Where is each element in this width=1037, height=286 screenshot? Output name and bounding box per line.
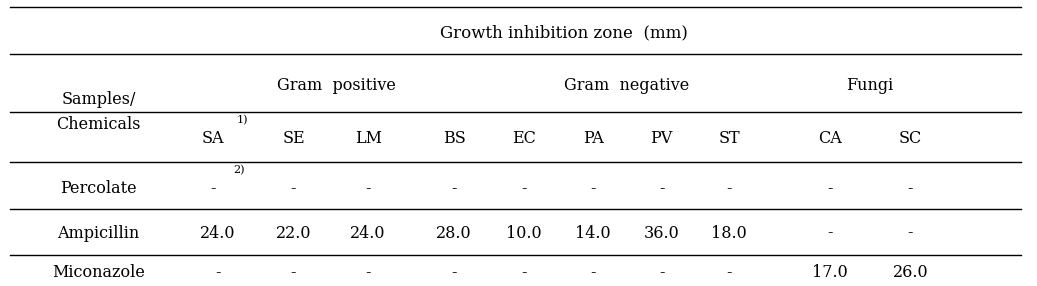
- Text: Fungi: Fungi: [846, 77, 894, 94]
- Text: -: -: [826, 180, 833, 197]
- Text: -: -: [365, 264, 371, 281]
- Text: SC: SC: [899, 130, 922, 147]
- Text: -: -: [826, 225, 833, 242]
- Text: 26.0: 26.0: [893, 264, 928, 281]
- Text: 17.0: 17.0: [812, 264, 847, 281]
- Text: -: -: [658, 180, 665, 197]
- Text: 10.0: 10.0: [506, 225, 541, 242]
- Text: -: -: [209, 180, 216, 197]
- Text: ST: ST: [719, 130, 739, 147]
- Text: -: -: [658, 264, 665, 281]
- Text: Percolate: Percolate: [60, 180, 137, 197]
- Text: 24.0: 24.0: [200, 225, 235, 242]
- Text: 36.0: 36.0: [644, 225, 679, 242]
- Text: PV: PV: [650, 130, 673, 147]
- Text: -: -: [907, 225, 914, 242]
- Text: -: -: [521, 264, 527, 281]
- Text: Miconazole: Miconazole: [52, 264, 145, 281]
- Text: CA: CA: [818, 130, 841, 147]
- Text: SE: SE: [282, 130, 305, 147]
- Text: Growth inhibition zone  (mm): Growth inhibition zone (mm): [440, 24, 689, 41]
- Text: 1): 1): [236, 115, 248, 125]
- Text: -: -: [290, 180, 297, 197]
- Text: -: -: [726, 180, 732, 197]
- Text: Ampicillin: Ampicillin: [57, 225, 140, 242]
- Text: SA: SA: [201, 130, 224, 147]
- Text: -: -: [451, 264, 457, 281]
- Text: -: -: [290, 264, 297, 281]
- Text: -: -: [590, 264, 596, 281]
- Text: -: -: [907, 180, 914, 197]
- Text: -: -: [215, 264, 221, 281]
- Text: LM: LM: [355, 130, 382, 147]
- Text: EC: EC: [511, 130, 536, 147]
- Text: Gram  negative: Gram negative: [564, 77, 689, 94]
- Text: 24.0: 24.0: [351, 225, 386, 242]
- Text: 28.0: 28.0: [437, 225, 472, 242]
- Text: -: -: [451, 180, 457, 197]
- Text: 18.0: 18.0: [711, 225, 747, 242]
- Text: 2): 2): [233, 165, 245, 175]
- Text: 22.0: 22.0: [276, 225, 311, 242]
- Text: Samples/
Chemicals: Samples/ Chemicals: [56, 91, 141, 133]
- Text: Gram  positive: Gram positive: [277, 77, 395, 94]
- Text: -: -: [590, 180, 596, 197]
- Text: -: -: [365, 180, 371, 197]
- Text: 14.0: 14.0: [576, 225, 611, 242]
- Text: -: -: [726, 264, 732, 281]
- Text: -: -: [521, 180, 527, 197]
- Text: BS: BS: [443, 130, 466, 147]
- Text: PA: PA: [583, 130, 604, 147]
